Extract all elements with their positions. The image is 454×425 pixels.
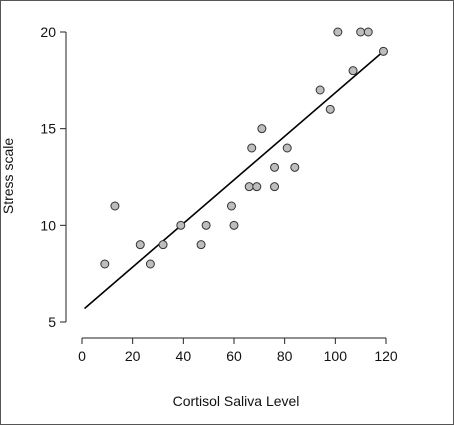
data-point (110, 201, 120, 211)
points-layer (100, 27, 388, 269)
x-tick-label: 0 (78, 348, 86, 364)
y-tick-label: 5 (48, 314, 56, 330)
data-point (270, 162, 280, 172)
data-point (244, 182, 254, 192)
data-point (201, 220, 211, 230)
data-point (158, 240, 168, 250)
data-point (333, 27, 343, 37)
fit-line-layer (84, 50, 384, 310)
data-point (226, 201, 236, 211)
data-point (252, 182, 262, 192)
data-point (325, 104, 335, 114)
data-point (363, 27, 373, 37)
data-point (176, 220, 186, 230)
x-tick-label: 20 (125, 348, 141, 364)
data-point (290, 162, 300, 172)
data-point (100, 259, 110, 269)
y-axis-label: Stress scale (0, 138, 16, 214)
data-point (348, 66, 358, 76)
data-point (282, 143, 292, 153)
data-point (315, 85, 325, 95)
x-axis-label: Cortisol Saliva Level (173, 393, 300, 409)
regression-line (84, 50, 384, 310)
x-tick-label: 120 (374, 348, 398, 364)
data-point (145, 259, 155, 269)
data-point (135, 240, 145, 250)
y-tick-label: 10 (40, 217, 56, 233)
y-tick-label: 20 (40, 24, 56, 40)
data-point (257, 124, 267, 134)
x-tick-label: 40 (176, 348, 192, 364)
data-point (196, 240, 206, 250)
x-tick-label: 80 (277, 348, 293, 364)
x-tick-label: 100 (324, 348, 348, 364)
y-tick-label: 15 (40, 121, 56, 137)
data-point (270, 182, 280, 192)
axes: 0 20 40 60 80 100 120 5 10 15 20 (40, 24, 397, 364)
data-point (229, 220, 239, 230)
data-point (378, 46, 388, 56)
data-point (356, 27, 366, 37)
data-point (247, 143, 257, 153)
x-tick-label: 60 (226, 348, 242, 364)
